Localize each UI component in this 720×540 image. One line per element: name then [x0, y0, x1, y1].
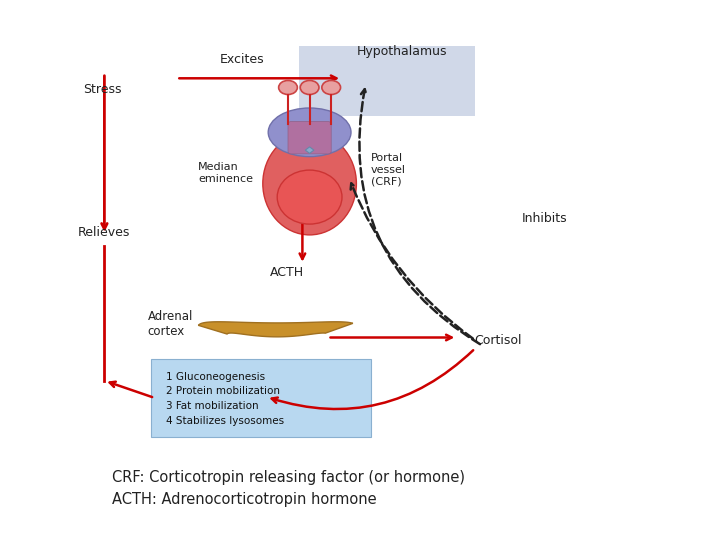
Text: Portal
vessel
(CRF): Portal vessel (CRF): [371, 153, 406, 187]
Ellipse shape: [269, 108, 351, 157]
Text: Excites: Excites: [220, 53, 264, 66]
Polygon shape: [199, 322, 353, 337]
Polygon shape: [305, 147, 314, 153]
FancyBboxPatch shape: [151, 359, 371, 437]
Text: Adrenal
cortex: Adrenal cortex: [148, 310, 193, 338]
Text: CRF: Corticotropin releasing factor (or hormone): CRF: Corticotropin releasing factor (or …: [112, 470, 464, 485]
Circle shape: [322, 80, 341, 94]
FancyBboxPatch shape: [288, 122, 331, 154]
Text: Median
eminence: Median eminence: [198, 162, 253, 184]
Circle shape: [279, 80, 297, 94]
Text: Hypothalamus: Hypothalamus: [356, 45, 447, 58]
Ellipse shape: [277, 170, 342, 224]
Ellipse shape: [263, 132, 356, 235]
Text: ACTH: Adrenocorticotropin hormone: ACTH: Adrenocorticotropin hormone: [112, 492, 377, 507]
Text: 1 Gluconeogenesis
2 Protein mobilization
3 Fat mobilization
4 Stabilizes lysosom: 1 Gluconeogenesis 2 Protein mobilization…: [166, 372, 284, 426]
Circle shape: [300, 80, 319, 94]
Text: Relieves: Relieves: [78, 226, 130, 239]
FancyBboxPatch shape: [299, 46, 475, 116]
Text: Inhibits: Inhibits: [522, 212, 567, 225]
Text: ACTH: ACTH: [270, 266, 304, 279]
Text: Cortisol: Cortisol: [474, 334, 521, 347]
Text: Stress: Stress: [83, 83, 121, 96]
